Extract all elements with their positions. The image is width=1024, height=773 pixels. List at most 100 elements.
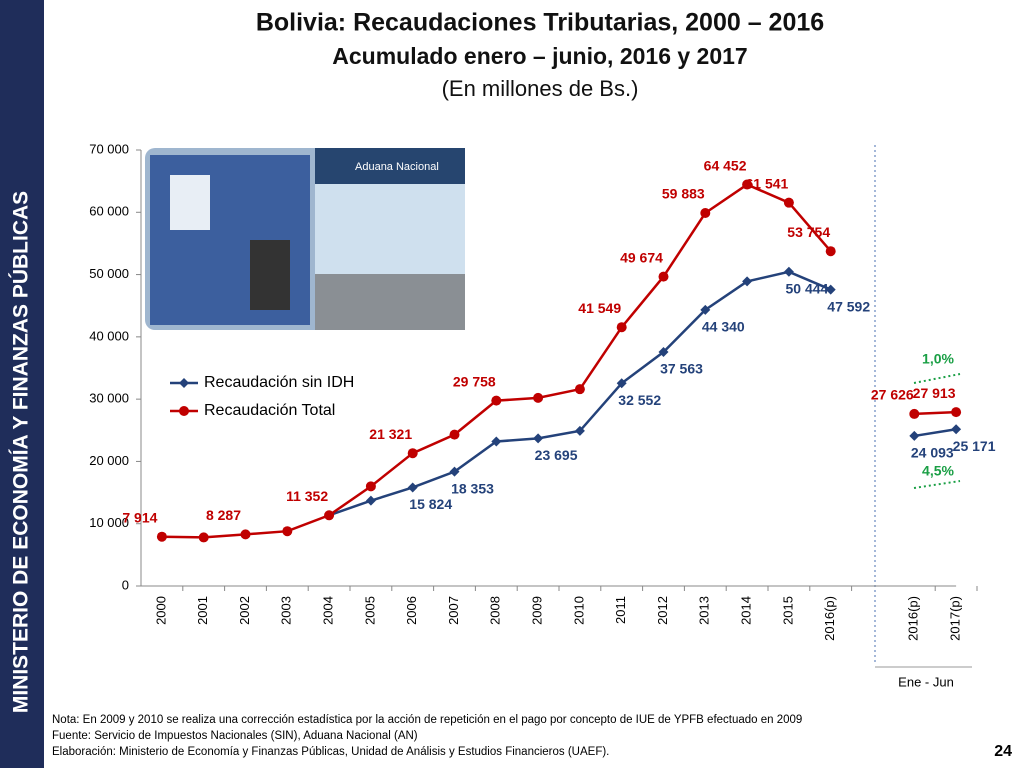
x-tick-label: 2000 <box>153 596 168 625</box>
x-tick-label: 2009 <box>530 596 545 625</box>
arrow <box>913 480 961 489</box>
annotation: 4,5% <box>922 463 954 479</box>
marker <box>825 284 836 295</box>
group-label: Ene - Jun <box>898 674 954 689</box>
value-label: 44 340 <box>702 319 745 335</box>
value-label: 50 444 <box>785 281 828 297</box>
note: Elaboración: Ministerio de Economía y Fi… <box>52 746 609 758</box>
y-tick-label: 30 000 <box>89 391 129 406</box>
x-tick-label: 2016(p) <box>906 596 921 641</box>
marker <box>533 433 544 444</box>
marker <box>574 425 585 436</box>
marker <box>407 448 418 459</box>
y-tick-label: 0 <box>122 577 129 592</box>
marker <box>783 266 794 277</box>
photo: Aduana Nacional <box>145 148 465 330</box>
y-tick-label: 20 000 <box>89 453 129 468</box>
value-label: 61 541 <box>745 175 788 191</box>
sidebar-text: MINISTERIO DE ECONOMÍA Y FINANZAS PÚBLIC… <box>9 191 33 713</box>
x-tick-label: 2007 <box>446 596 461 625</box>
marker <box>198 532 209 543</box>
value-label: 24 093 <box>911 445 954 461</box>
x-tick-label: 2014 <box>739 596 754 625</box>
marker <box>449 466 460 477</box>
svg-text:Aduana Nacional: Aduana Nacional <box>355 161 439 173</box>
marker <box>491 395 502 406</box>
marker <box>324 510 335 521</box>
note: Fuente: Servicio de Impuestos Nacionales… <box>52 730 418 742</box>
value-label: 15 824 <box>409 496 452 512</box>
x-tick-label: 2008 <box>488 596 503 625</box>
marker <box>951 407 962 418</box>
value-label: 47 592 <box>827 298 870 314</box>
y-tick-label: 40 000 <box>89 328 129 343</box>
legend-marker <box>179 378 189 388</box>
x-tick-label: 2015 <box>780 596 795 625</box>
value-label: 64 452 <box>704 157 747 173</box>
marker <box>742 179 753 190</box>
x-tick-label: 2012 <box>655 596 670 625</box>
value-label: 11 352 <box>286 488 328 504</box>
value-label: 53 754 <box>787 224 830 240</box>
value-label: 18 353 <box>451 480 494 496</box>
marker <box>783 197 794 208</box>
page-number: 24 <box>994 743 1012 760</box>
note: Nota: En 2009 y 2010 se realiza una corr… <box>52 714 802 726</box>
x-tick-label: 2003 <box>279 596 294 625</box>
marker <box>491 436 502 447</box>
marker <box>658 271 669 282</box>
sidebar-band <box>0 0 44 768</box>
value-label: 41 549 <box>578 300 621 316</box>
x-tick-label: 2006 <box>404 596 419 625</box>
value-label: 59 883 <box>662 186 705 202</box>
marker <box>282 526 293 537</box>
x-tick-label: 2004 <box>321 596 336 625</box>
y-tick-label: 70 000 <box>89 141 129 156</box>
marker <box>616 378 627 389</box>
marker <box>365 495 376 506</box>
value-label: 8 287 <box>206 507 241 523</box>
x-tick-label: 2011 <box>613 596 628 624</box>
x-tick-label: 2001 <box>195 596 210 625</box>
x-tick-label: 2005 <box>362 596 377 625</box>
value-label: 7 914 <box>122 509 157 525</box>
marker <box>825 246 836 257</box>
value-label: 23 695 <box>535 447 578 463</box>
marker <box>700 304 711 315</box>
x-tick-label: 2017(p) <box>948 596 963 641</box>
marker <box>909 408 920 419</box>
value-label: 27 626 <box>871 387 914 403</box>
x-tick-label: 2010 <box>571 596 586 625</box>
chart-title: Bolivia: Recaudaciones Tributarias, 2000… <box>256 9 824 37</box>
legend-label: Recaudación Total <box>204 402 335 419</box>
x-tick-label: 2016(p) <box>822 596 837 641</box>
value-label: 25 171 <box>953 438 996 454</box>
value-label: 49 674 <box>620 249 663 265</box>
marker <box>951 424 962 435</box>
x-tick-label: 2013 <box>697 596 712 625</box>
marker <box>449 429 460 440</box>
marker <box>616 322 627 333</box>
marker <box>365 481 376 492</box>
marker <box>407 482 418 493</box>
value-label: 37 563 <box>660 361 703 377</box>
value-label: 29 758 <box>453 373 496 389</box>
value-label: 21 321 <box>369 426 412 442</box>
value-label: 27 913 <box>913 385 956 401</box>
marker <box>658 347 669 358</box>
x-tick-label: 2002 <box>237 596 252 625</box>
chart-units: (En millones de Bs.) <box>442 76 639 101</box>
marker <box>742 276 753 287</box>
marker <box>574 384 585 395</box>
y-tick-label: 50 000 <box>89 266 129 281</box>
marker <box>700 208 711 219</box>
annotation: 1,0% <box>922 351 954 367</box>
legend-marker <box>179 406 189 416</box>
arrow <box>913 373 961 384</box>
chart-subtitle: Acumulado enero – junio, 2016 y 2017 <box>332 43 747 69</box>
marker <box>533 392 544 403</box>
marker <box>240 529 251 540</box>
y-tick-label: 60 000 <box>89 204 129 219</box>
y-tick-label: 10 000 <box>89 515 129 530</box>
